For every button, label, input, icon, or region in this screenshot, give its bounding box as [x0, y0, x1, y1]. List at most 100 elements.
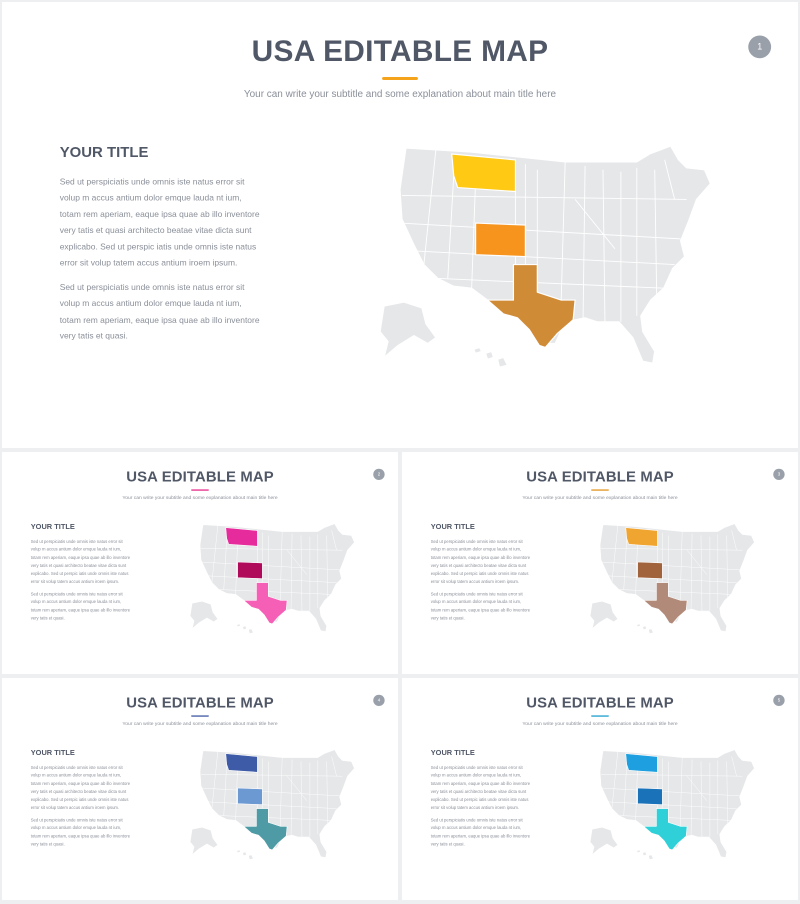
state-border [199, 787, 340, 797]
state-border [700, 535, 703, 613]
state-border [654, 169, 658, 299]
state-border [600, 548, 743, 551]
state-border [635, 540, 638, 595]
state-border [204, 575, 337, 583]
state-borders [399, 150, 687, 324]
body-paragraph-1: Sed ut perspiciatis unde omnis iste natu… [430, 764, 531, 811]
state-borders [599, 525, 743, 613]
slide-title: USA EDITABLE MAP [126, 468, 274, 485]
slide-subtitle: Your can write your subtitle and some ex… [243, 88, 557, 100]
state-montana [225, 753, 258, 773]
state-border [623, 538, 627, 590]
map-mainland [599, 749, 755, 859]
slide-content: USA EDITABLE MAP Your can write your sub… [402, 452, 798, 674]
state-border [331, 756, 337, 777]
state-texas [486, 263, 576, 349]
state-border [401, 195, 687, 200]
title-underline [591, 489, 609, 491]
title-underline [191, 715, 209, 717]
map-alaska [589, 826, 619, 856]
state-border [300, 535, 303, 613]
slide-3[interactable]: USA EDITABLE MAP Your can write your sub… [402, 452, 798, 674]
state-border [211, 525, 219, 583]
state-border [617, 815, 732, 821]
state-border [471, 179, 477, 289]
state-border [235, 540, 238, 595]
state-border [600, 774, 743, 777]
state-border [731, 756, 737, 777]
state-colorado [637, 561, 663, 579]
map-hawaii [636, 849, 654, 860]
usa-map-svg [189, 749, 355, 860]
state-border [423, 150, 437, 265]
state-border [235, 766, 238, 821]
map-mainland [199, 749, 355, 859]
body-paragraph-1: Sed ut perspiciatis unde omnis iste natu… [30, 538, 131, 585]
state-border [447, 175, 455, 279]
section-title: YOUR TITLE [30, 522, 75, 532]
state-border [560, 161, 566, 301]
state-border [617, 589, 732, 595]
state-montana [225, 527, 258, 547]
usa-map-svg [589, 523, 755, 634]
state-border [211, 751, 219, 809]
body-paragraph-1: Sed ut perspiciatis unde omnis iste natu… [30, 764, 131, 811]
body-paragraph-2: Sed ut perspiciatis unde omnis iste natu… [30, 817, 131, 847]
state-texas [243, 582, 288, 625]
state-border [686, 550, 708, 575]
state-border [286, 550, 308, 575]
slide-title: USA EDITABLE MAP [126, 694, 274, 711]
slide-title: USA EDITABLE MAP [526, 694, 674, 711]
map-alaska [189, 600, 219, 630]
state-border [690, 533, 693, 610]
slide-title: USA EDITABLE MAP [526, 468, 674, 485]
map-alaska [589, 600, 619, 630]
slide-4[interactable]: USA EDITABLE MAP Your can write your sub… [2, 678, 398, 900]
map-hawaii [636, 623, 654, 634]
body-paragraph-1: Sed ut perspiciatis unde omnis iste natu… [430, 538, 531, 585]
state-border [611, 525, 619, 583]
state-border [217, 815, 332, 821]
state-border [223, 538, 227, 590]
page-number-badge: 1 [748, 35, 772, 59]
section-title: YOUR TITLE [430, 748, 475, 758]
state-border [602, 169, 606, 324]
state-texas [643, 808, 688, 851]
map-mainland [199, 523, 355, 633]
slide-subtitle: Your can write your subtitle and some ex… [522, 495, 678, 501]
state-border [217, 589, 332, 595]
state-border [731, 530, 737, 551]
slide-2[interactable]: USA EDITABLE MAP Your can write your sub… [2, 452, 398, 674]
state-border [726, 761, 728, 826]
slide-5[interactable]: USA EDITABLE MAP Your can write your sub… [402, 678, 798, 900]
title-underline [382, 77, 418, 80]
state-border [223, 764, 227, 816]
state-border [409, 250, 675, 265]
state-border [435, 277, 665, 289]
state-border [574, 199, 616, 250]
state-border [623, 764, 627, 816]
state-border [686, 776, 708, 801]
state-montana [451, 153, 517, 193]
slide-content: USA EDITABLE MAP Your can write your sub… [402, 678, 798, 900]
page-number-badge: 4 [373, 694, 385, 706]
state-border [399, 222, 681, 240]
state-border [604, 801, 737, 809]
state-colorado [637, 787, 663, 805]
title-underline [191, 489, 209, 491]
state-colorado [237, 787, 263, 805]
state-border [582, 165, 586, 318]
state-border [300, 761, 303, 839]
map-alaska [379, 301, 437, 358]
slide-1[interactable]: USA EDITABLE MAP Your can write your sub… [2, 2, 798, 448]
state-border [286, 776, 308, 801]
state-border [331, 530, 337, 551]
state-texas [643, 582, 688, 625]
map-hawaii [473, 346, 509, 368]
slide-content: USA EDITABLE MAP Your can write your sub… [2, 452, 398, 674]
usa-map-svg [589, 749, 755, 860]
slide-content: USA EDITABLE MAP Your can write your sub… [2, 678, 398, 900]
map-mainland [399, 145, 712, 364]
section-title: YOUR TITLE [430, 522, 475, 532]
state-border [726, 535, 728, 600]
